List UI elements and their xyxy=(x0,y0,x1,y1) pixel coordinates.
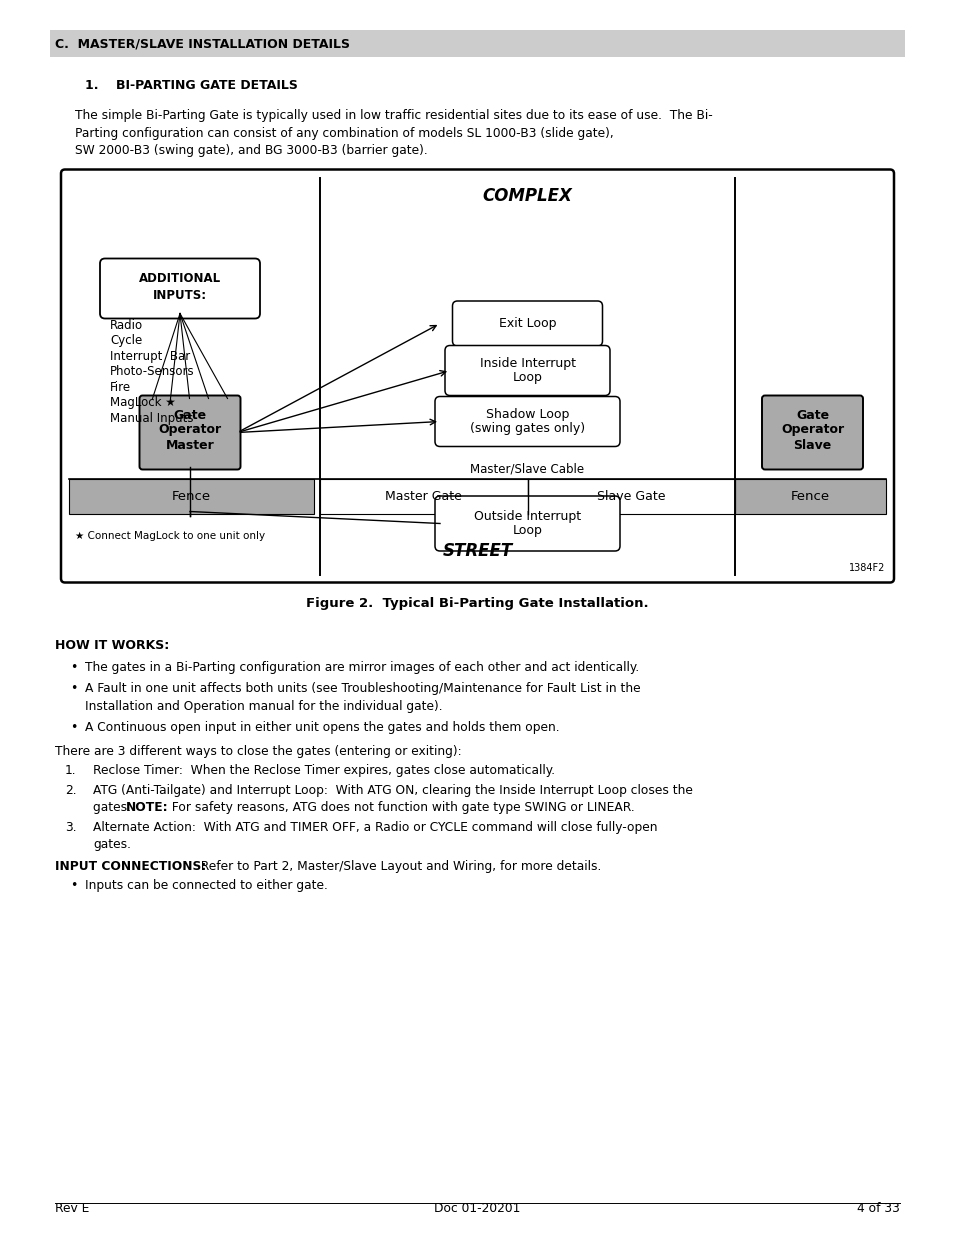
FancyBboxPatch shape xyxy=(444,346,609,395)
Text: There are 3 different ways to close the gates (entering or exiting):: There are 3 different ways to close the … xyxy=(55,745,461,757)
Text: Refer to Part 2, Master/Slave Layout and Wiring, for more details.: Refer to Part 2, Master/Slave Layout and… xyxy=(193,860,600,872)
Text: Photo-Sensors: Photo-Sensors xyxy=(110,366,194,378)
Text: The gates in a Bi-Parting configuration are mirror images of each other and act : The gates in a Bi-Parting configuration … xyxy=(85,661,639,673)
Text: HOW IT WORKS:: HOW IT WORKS: xyxy=(55,638,169,652)
Text: Master/Slave Cable: Master/Slave Cable xyxy=(470,462,584,475)
Text: Loop: Loop xyxy=(512,370,542,384)
Text: •: • xyxy=(70,661,77,673)
Text: Master Gate: Master Gate xyxy=(385,489,461,503)
Text: Slave Gate: Slave Gate xyxy=(597,489,665,503)
Text: Gate: Gate xyxy=(795,409,828,422)
Text: NOTE:: NOTE: xyxy=(126,802,169,814)
Text: Master: Master xyxy=(166,438,214,452)
FancyBboxPatch shape xyxy=(435,496,619,551)
Text: Fence: Fence xyxy=(172,489,211,503)
Text: Inside Interrupt: Inside Interrupt xyxy=(479,357,575,370)
Text: gates.: gates. xyxy=(92,839,131,851)
Text: COMPLEX: COMPLEX xyxy=(482,186,572,205)
Text: Operator: Operator xyxy=(781,424,843,436)
Text: gates.: gates. xyxy=(92,802,138,814)
Text: 1384F2: 1384F2 xyxy=(848,562,884,573)
Text: Radio: Radio xyxy=(110,319,143,331)
Text: 2.: 2. xyxy=(65,783,76,797)
Bar xyxy=(734,478,885,514)
Text: C.  MASTER/SLAVE INSTALLATION DETAILS: C. MASTER/SLAVE INSTALLATION DETAILS xyxy=(55,37,350,49)
FancyBboxPatch shape xyxy=(452,301,602,346)
Text: Fence: Fence xyxy=(790,489,829,503)
Text: Gate: Gate xyxy=(173,409,207,422)
Text: Cycle: Cycle xyxy=(110,333,142,347)
Text: Figure 2.  Typical Bi-Parting Gate Installation.: Figure 2. Typical Bi-Parting Gate Instal… xyxy=(306,597,648,610)
Text: (swing gates only): (swing gates only) xyxy=(470,422,584,435)
Text: The simple Bi-Parting Gate is typically used in low traffic residential sites du: The simple Bi-Parting Gate is typically … xyxy=(75,109,712,122)
Bar xyxy=(50,30,904,57)
Text: 3.: 3. xyxy=(65,820,76,834)
Text: •: • xyxy=(70,879,77,892)
Text: INPUTS:: INPUTS: xyxy=(152,289,207,303)
Text: Fire: Fire xyxy=(110,380,131,394)
Text: Doc 01-20201: Doc 01-20201 xyxy=(434,1202,520,1215)
Text: Alternate Action:  With ATG and TIMER OFF, a Radio or CYCLE command will close f: Alternate Action: With ATG and TIMER OFF… xyxy=(92,820,657,834)
Text: 4 of 33: 4 of 33 xyxy=(856,1202,899,1215)
Text: Operator: Operator xyxy=(158,424,221,436)
Text: Slave: Slave xyxy=(793,438,831,452)
Text: Interrupt  Bar: Interrupt Bar xyxy=(110,350,190,363)
Text: A Continuous open input in either unit opens the gates and holds them open.: A Continuous open input in either unit o… xyxy=(85,721,559,734)
FancyBboxPatch shape xyxy=(435,396,619,447)
Text: Exit Loop: Exit Loop xyxy=(498,317,556,330)
Text: MagLock ★: MagLock ★ xyxy=(110,396,175,409)
Text: Manual Inputs: Manual Inputs xyxy=(110,411,193,425)
Text: 1.    BI-PARTING GATE DETAILS: 1. BI-PARTING GATE DETAILS xyxy=(85,79,297,91)
FancyBboxPatch shape xyxy=(761,395,862,469)
Text: ★ Connect MagLock to one unit only: ★ Connect MagLock to one unit only xyxy=(75,531,265,541)
FancyBboxPatch shape xyxy=(139,395,240,469)
Bar xyxy=(69,478,314,514)
Text: •: • xyxy=(70,721,77,734)
Text: Rev E: Rev E xyxy=(55,1202,90,1215)
FancyBboxPatch shape xyxy=(61,169,893,583)
Text: Loop: Loop xyxy=(512,524,542,537)
Bar xyxy=(319,478,527,514)
Text: ADDITIONAL: ADDITIONAL xyxy=(139,272,221,285)
Text: SW 2000-B3 (swing gate), and BG 3000-B3 (barrier gate).: SW 2000-B3 (swing gate), and BG 3000-B3 … xyxy=(75,144,427,157)
Text: Installation and Operation manual for the individual gate).: Installation and Operation manual for th… xyxy=(85,699,442,713)
Text: Shadow Loop: Shadow Loop xyxy=(485,408,569,421)
Text: A Fault in one unit affects both units (see Troubleshooting/Maintenance for Faul: A Fault in one unit affects both units (… xyxy=(85,682,640,695)
Text: Parting configuration can consist of any combination of models SL 1000-B3 (slide: Parting configuration can consist of any… xyxy=(75,126,613,140)
Bar xyxy=(527,478,734,514)
Text: 1.: 1. xyxy=(65,764,76,777)
Text: ATG (Anti-Tailgate) and Interrupt Loop:  With ATG ON, clearing the Inside Interr: ATG (Anti-Tailgate) and Interrupt Loop: … xyxy=(92,783,692,797)
Text: INPUT CONNECTIONS:: INPUT CONNECTIONS: xyxy=(55,860,206,872)
FancyBboxPatch shape xyxy=(100,258,260,319)
Text: Outside Interrupt: Outside Interrupt xyxy=(474,510,580,522)
Text: STREET: STREET xyxy=(442,541,512,559)
Text: Reclose Timer:  When the Reclose Timer expires, gates close automatically.: Reclose Timer: When the Reclose Timer ex… xyxy=(92,764,555,777)
Text: Inputs can be connected to either gate.: Inputs can be connected to either gate. xyxy=(85,879,328,892)
Text: •: • xyxy=(70,682,77,695)
Text: For safety reasons, ATG does not function with gate type SWING or LINEAR.: For safety reasons, ATG does not functio… xyxy=(164,802,634,814)
